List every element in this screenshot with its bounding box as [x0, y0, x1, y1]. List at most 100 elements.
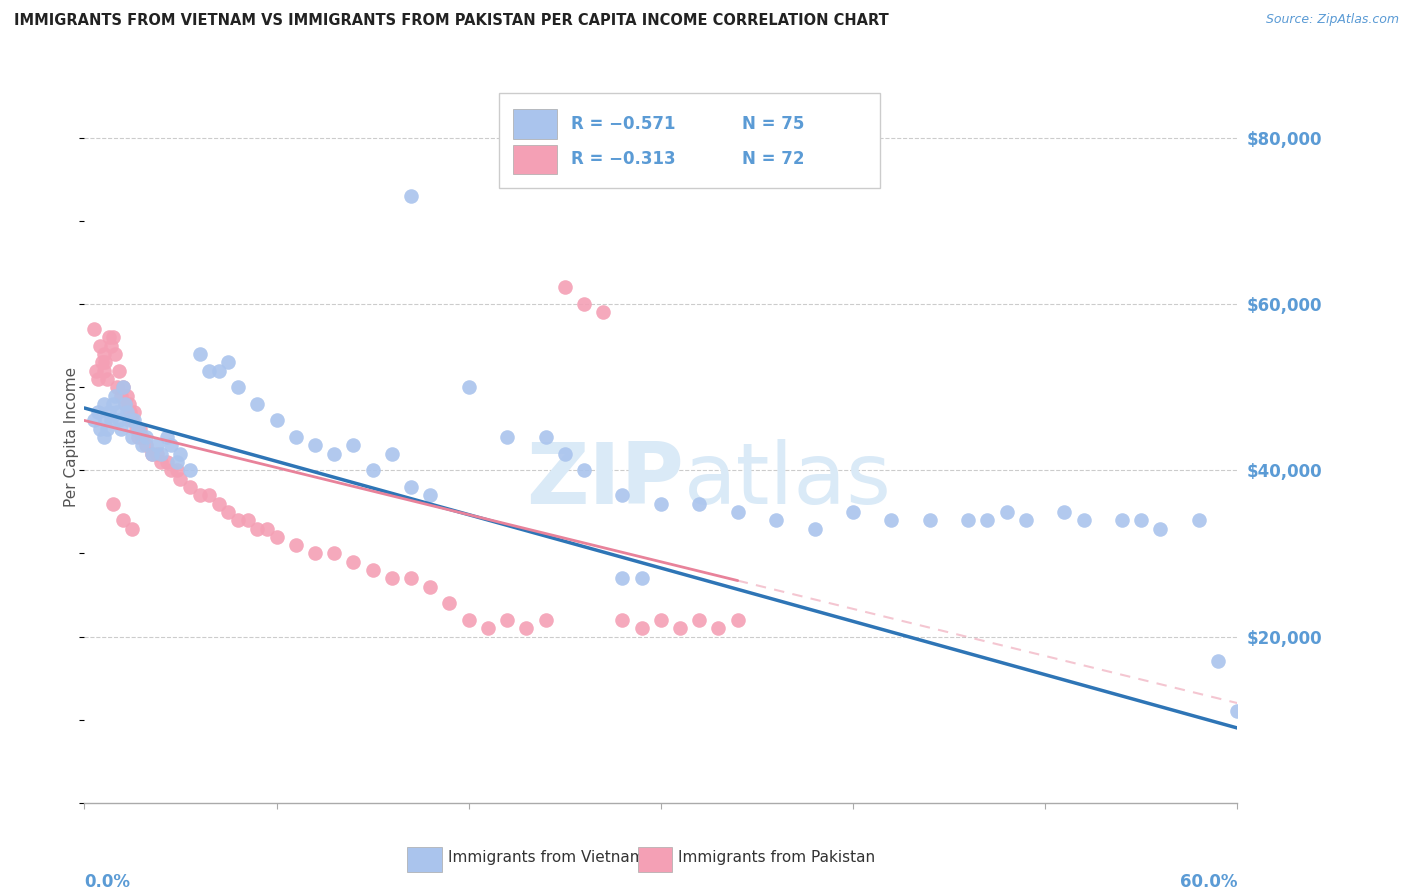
- Point: [612, 613, 634, 627]
- FancyBboxPatch shape: [499, 94, 880, 188]
- Point: [612, 488, 634, 502]
- Point: [103, 330, 125, 344]
- Text: R = −0.313: R = −0.313: [571, 150, 675, 168]
- Point: [114, 397, 136, 411]
- Point: [169, 472, 191, 486]
- Text: Immigrants from Vietnam: Immigrants from Vietnam: [447, 850, 644, 865]
- Point: [160, 438, 183, 452]
- Point: [146, 447, 169, 461]
- Point: [90, 355, 112, 369]
- Point: [342, 438, 364, 452]
- Point: [208, 363, 231, 377]
- Point: [141, 447, 163, 461]
- Point: [1073, 513, 1095, 527]
- Point: [534, 430, 557, 444]
- Point: [103, 497, 125, 511]
- Point: [650, 613, 672, 627]
- Point: [256, 521, 278, 535]
- Point: [554, 447, 576, 461]
- Point: [266, 413, 288, 427]
- Text: IMMIGRANTS FROM VIETNAM VS IMMIGRANTS FROM PAKISTAN PER CAPITA INCOME CORRELATIO: IMMIGRANTS FROM VIETNAM VS IMMIGRANTS FR…: [14, 13, 889, 29]
- Point: [246, 521, 269, 535]
- Point: [842, 505, 865, 519]
- Point: [100, 413, 122, 427]
- Point: [121, 430, 143, 444]
- Point: [160, 463, 183, 477]
- Point: [110, 422, 132, 436]
- Point: [96, 372, 118, 386]
- Point: [166, 463, 188, 477]
- Point: [284, 538, 307, 552]
- Point: [93, 397, 115, 411]
- Point: [121, 521, 143, 535]
- Point: [496, 613, 519, 627]
- Point: [179, 463, 201, 477]
- FancyBboxPatch shape: [408, 847, 441, 872]
- Point: [592, 305, 614, 319]
- Point: [284, 430, 307, 444]
- Point: [83, 413, 105, 427]
- Point: [127, 422, 149, 436]
- Point: [226, 380, 249, 394]
- Point: [103, 397, 125, 411]
- Point: [141, 447, 163, 461]
- Point: [208, 497, 231, 511]
- Point: [399, 571, 422, 585]
- Point: [304, 546, 326, 560]
- Point: [612, 571, 634, 585]
- Point: [572, 463, 595, 477]
- Point: [121, 413, 143, 427]
- Point: [111, 513, 134, 527]
- Point: [111, 380, 134, 394]
- Point: [98, 330, 121, 344]
- Point: [111, 380, 134, 394]
- Point: [131, 438, 153, 452]
- Point: [688, 613, 710, 627]
- Point: [918, 513, 941, 527]
- Point: [457, 380, 479, 394]
- Point: [166, 455, 188, 469]
- Point: [1149, 521, 1171, 535]
- Point: [96, 422, 118, 436]
- Point: [169, 447, 191, 461]
- Point: [957, 513, 980, 527]
- Point: [323, 447, 346, 461]
- Text: Immigrants from Pakistan: Immigrants from Pakistan: [678, 850, 876, 865]
- Point: [803, 521, 825, 535]
- Point: [515, 621, 537, 635]
- Point: [179, 480, 201, 494]
- Point: [381, 447, 404, 461]
- Point: [477, 621, 499, 635]
- Point: [496, 430, 519, 444]
- Point: [226, 513, 249, 527]
- Point: [125, 422, 148, 436]
- Point: [1111, 513, 1133, 527]
- Point: [669, 621, 692, 635]
- Point: [266, 530, 288, 544]
- Point: [361, 563, 384, 577]
- Point: [1130, 513, 1153, 527]
- Point: [124, 413, 146, 427]
- Point: [399, 480, 422, 494]
- Point: [135, 430, 157, 444]
- FancyBboxPatch shape: [513, 110, 557, 138]
- Point: [439, 596, 461, 610]
- Point: [98, 405, 121, 419]
- FancyBboxPatch shape: [638, 847, 672, 872]
- Point: [104, 388, 127, 402]
- Point: [89, 422, 111, 436]
- Point: [150, 455, 173, 469]
- Point: [129, 422, 152, 436]
- Point: [83, 322, 105, 336]
- Point: [131, 430, 153, 444]
- Point: [236, 513, 259, 527]
- Point: [198, 363, 221, 377]
- Point: [87, 372, 110, 386]
- Point: [94, 355, 117, 369]
- Point: [399, 189, 422, 203]
- Point: [218, 355, 240, 369]
- Point: [1015, 513, 1038, 527]
- Point: [707, 621, 730, 635]
- Point: [1053, 505, 1076, 519]
- Point: [650, 497, 672, 511]
